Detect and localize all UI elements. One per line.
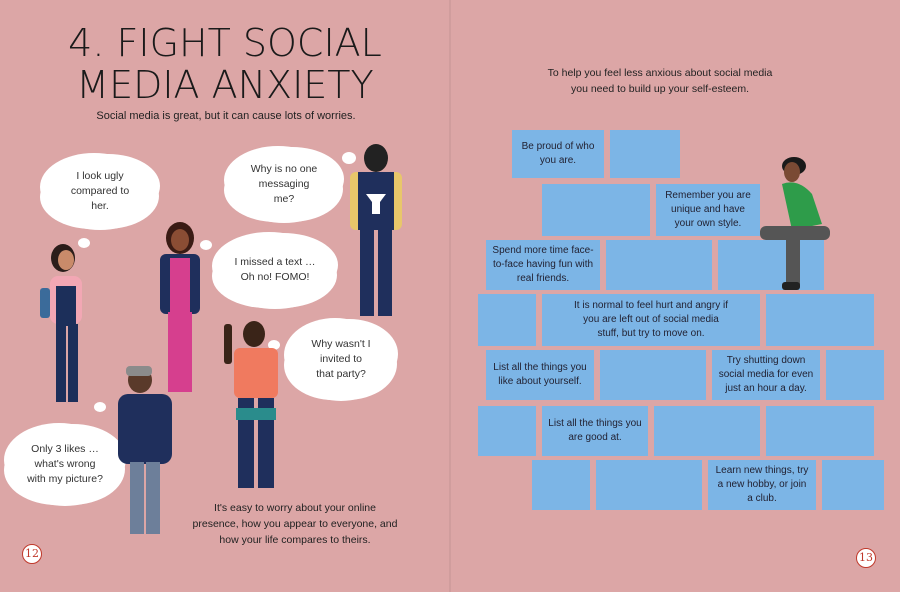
bubble-tail [342,152,356,164]
brick-blank [478,294,536,346]
bubble-tail [268,340,280,350]
speech-bubble-ugly: I look ugly compared to her. [44,155,156,227]
brick-blank [610,130,680,178]
brick-good: List all the things you are good at. [542,406,648,456]
brick-proud: Be proud of who you are. [512,130,604,178]
boy-selfie-figure-illustration [224,321,278,488]
brick-blank [654,406,760,456]
bubble-tail [78,238,90,248]
brick-normal: It is normal to feel hurt and angry if y… [542,294,760,346]
intro-text: To help you feel less anxious about soci… [547,67,773,95]
page-number-left: 12 [22,544,42,564]
speech-bubble-likes: Only 3 likes … what's wrong with my pict… [8,425,122,503]
brick-blank [718,240,824,290]
body-paragraph: It's easy to worry about your online pre… [192,502,398,546]
brick-like: List all the things you like about yours… [486,350,594,400]
brick-blank [542,184,650,236]
brick-blank [600,350,706,400]
girl-figure-illustration [40,244,82,402]
brick-blank [478,406,536,456]
boy-cap-figure-illustration [118,366,172,534]
bubble-tail [200,240,212,250]
title-line-2: MEDIA ANXIETY [76,63,374,107]
bubble-tail [94,402,106,412]
brick-face: Spend more time face-to-face having fun … [486,240,600,290]
brick-shutdown: Try shutting down social media for even … [712,350,820,400]
speech-bubble-fomo: I missed a text … Oh no! FOMO! [216,234,334,306]
brick-unique: Remember you are unique and have your ow… [656,184,760,236]
speech-bubble-invited: Why wasn't I invited to that party? [288,320,394,398]
brick-blank [606,240,712,290]
brick-blank [766,406,874,456]
girl-sitting-on-wall-illustration [760,157,830,290]
brick-blank [596,460,702,510]
speech-bubble-messaging: Why is no one messaging me? [228,148,340,220]
page-title: 4. FIGHT SOCIAL MEDIA ANXIETY [60,22,390,106]
page-subtitle: Social media is great, but it can cause … [96,110,356,122]
brick-blank [826,350,884,400]
woman-phone-figure-illustration [160,222,200,392]
brick-learn: Learn new things, try a new hobby, or jo… [708,460,816,510]
page-gutter [449,0,451,592]
brick-blank [766,294,874,346]
teen-phone-figure-illustration [350,144,402,316]
brick-blank [822,460,884,510]
brick-blank [532,460,590,510]
page-number-right: 13 [856,548,876,568]
title-line-1: 4. FIGHT SOCIAL [68,21,382,65]
